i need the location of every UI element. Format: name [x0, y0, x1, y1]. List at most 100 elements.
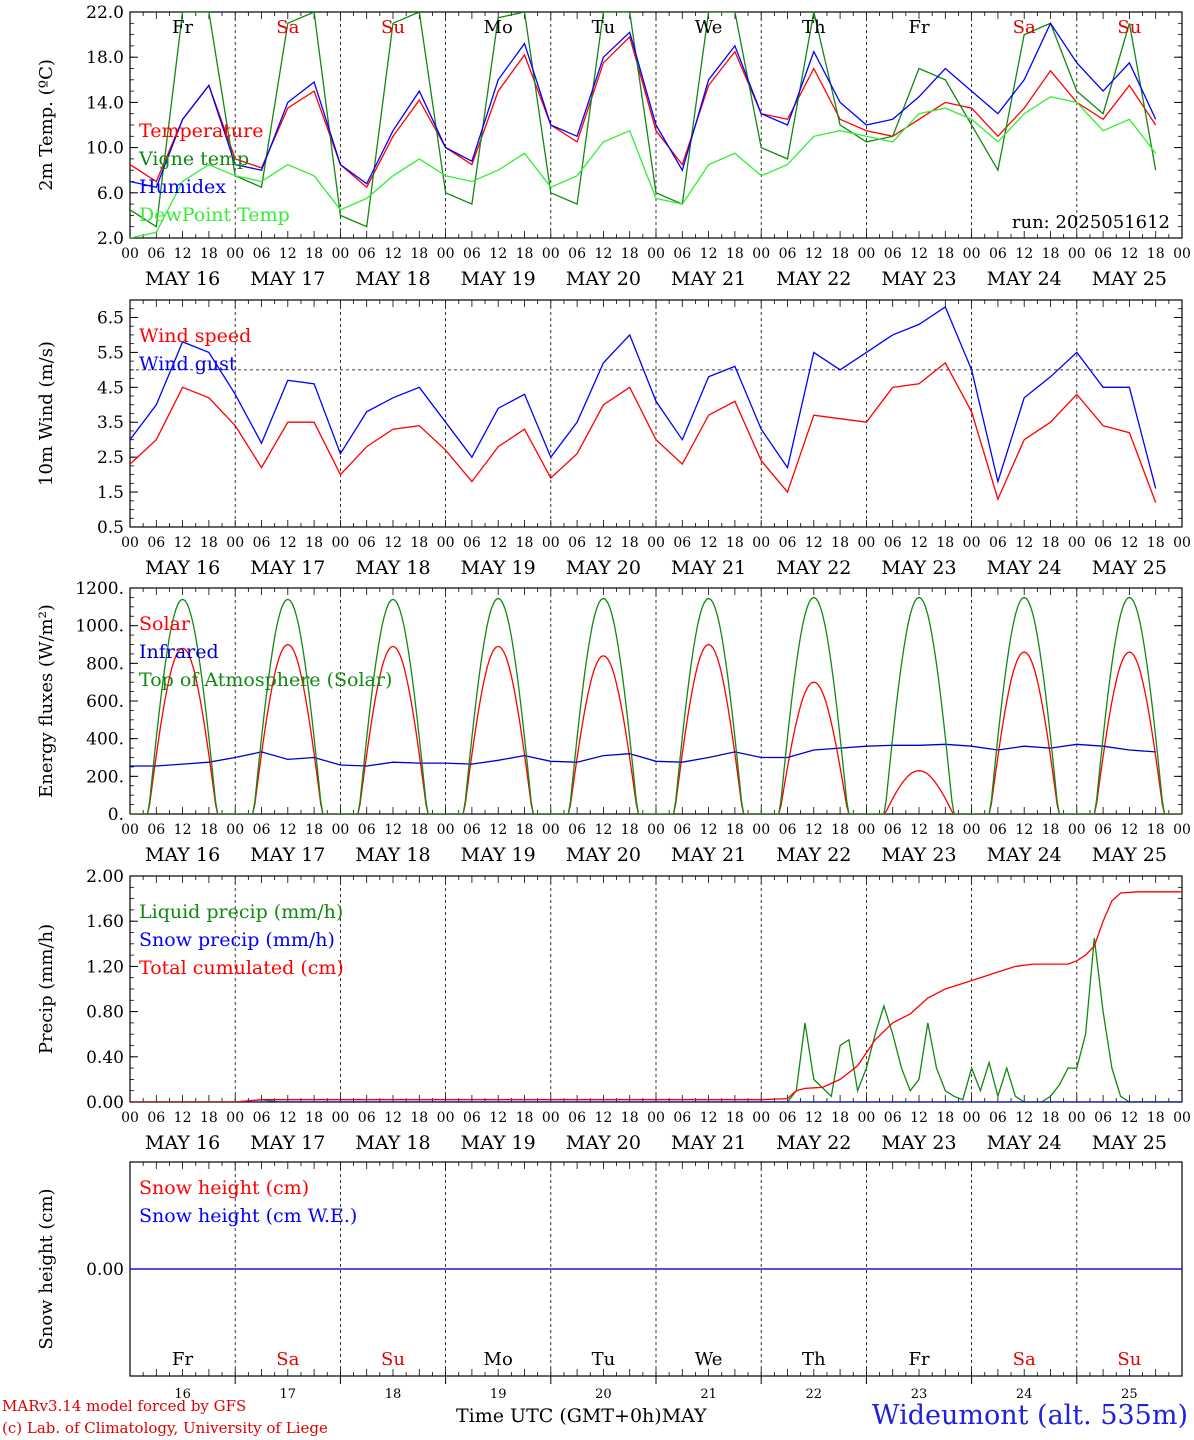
model-credit: MARv3.14 model forced by GFS — [2, 1397, 247, 1415]
day-label-bottom: Fr — [172, 1349, 193, 1370]
hour-label: 12 — [1120, 1110, 1138, 1126]
y-axis-label: Precip (mm/h) — [36, 924, 57, 1054]
hour-label: 18 — [410, 246, 428, 262]
legend-entry: Snow height (cm) — [139, 1177, 309, 1199]
hour-label: 00 — [121, 246, 139, 262]
hour-label: 12 — [174, 535, 192, 551]
hour-label: 18 — [1147, 535, 1165, 551]
day-label-bottom: Su — [381, 1349, 405, 1370]
y-tick-label: 1.60 — [86, 912, 124, 932]
legend-entry: Top of Atmosphere (Solar) — [139, 669, 392, 691]
date-label: MAY 19 — [461, 268, 536, 290]
hour-label: 12 — [700, 535, 718, 551]
hour-label: 18 — [831, 535, 849, 551]
hour-label: 00 — [963, 822, 981, 838]
y-tick-label: 6.0 — [97, 184, 124, 204]
hour-label: 12 — [594, 1110, 612, 1126]
hour-label: 12 — [805, 246, 823, 262]
date-label: MAY 20 — [566, 844, 641, 866]
hour-label: 18 — [305, 535, 323, 551]
hour-label: 18 — [516, 535, 534, 551]
hour-label: 12 — [1015, 1110, 1033, 1126]
series-line-vigne-temp — [130, 12, 1157, 228]
date-label: MAY 23 — [881, 268, 956, 290]
hour-label: 00 — [857, 535, 875, 551]
station-name: Wideumont (alt. 535m) — [871, 1400, 1188, 1431]
hour-label: 12 — [384, 535, 402, 551]
hour-label: 06 — [1094, 1110, 1112, 1126]
hour-label: 12 — [279, 822, 297, 838]
date-label: MAY 24 — [987, 1132, 1062, 1154]
hour-label: 00 — [331, 535, 349, 551]
y-tick-label: 4.5 — [97, 378, 124, 398]
hour-label: 06 — [779, 822, 797, 838]
hour-label: 12 — [279, 1110, 297, 1126]
day-number: 17 — [280, 1387, 297, 1402]
hour-label: 18 — [726, 246, 744, 262]
y-tick-label: 600. — [86, 692, 124, 712]
hour-label: 18 — [305, 822, 323, 838]
y-tick-label: 0.00 — [86, 1093, 124, 1113]
hour-label: 12 — [594, 822, 612, 838]
day-label-top: Su — [381, 17, 405, 38]
hour-label: 12 — [700, 246, 718, 262]
date-label: MAY 16 — [145, 557, 220, 579]
hour-label: 18 — [726, 822, 744, 838]
hour-label: 00 — [647, 1110, 665, 1126]
hour-label: 06 — [673, 535, 691, 551]
date-label: MAY 20 — [566, 1132, 641, 1154]
hour-label: 06 — [147, 535, 165, 551]
hour-label: 12 — [279, 246, 297, 262]
date-label: MAY 16 — [145, 844, 220, 866]
hour-label: 00 — [437, 535, 455, 551]
day-label-top: We — [695, 17, 723, 38]
panel-energy — [129, 587, 1183, 815]
hour-label: 18 — [1042, 246, 1060, 262]
hour-label: 00 — [647, 822, 665, 838]
y-tick-label: 2.00 — [86, 867, 124, 887]
hour-label: 12 — [174, 822, 192, 838]
y-tick-label: 0. — [108, 805, 124, 825]
hour-label: 00 — [437, 1110, 455, 1126]
hour-label: 18 — [1042, 535, 1060, 551]
hour-label: 00 — [437, 246, 455, 262]
hour-label: 06 — [884, 535, 902, 551]
hour-label: 00 — [226, 535, 244, 551]
hour-label: 18 — [621, 822, 639, 838]
hour-label: 06 — [779, 535, 797, 551]
hour-label: 06 — [568, 822, 586, 838]
y-axis-label: 2m Temp. (ºC) — [36, 59, 57, 191]
hour-label: 00 — [226, 246, 244, 262]
hour-label: 12 — [279, 535, 297, 551]
date-label: MAY 22 — [776, 268, 851, 290]
hour-label: 06 — [673, 822, 691, 838]
day-label-top: Th — [802, 17, 826, 38]
date-label: MAY 24 — [987, 844, 1062, 866]
date-label: MAY 24 — [987, 557, 1062, 579]
hour-label: 00 — [1173, 822, 1191, 838]
date-label: MAY 17 — [250, 1132, 325, 1154]
hour-label: 18 — [200, 535, 218, 551]
legend-entry: Vigne temp — [138, 148, 249, 170]
legend-entry: Infrared — [139, 641, 219, 663]
date-label: MAY 22 — [776, 557, 851, 579]
date-label: MAY 19 — [461, 1132, 536, 1154]
hour-label: 06 — [884, 1110, 902, 1126]
hour-label: 06 — [1094, 822, 1112, 838]
day-number: 23 — [911, 1387, 928, 1402]
hour-label: 12 — [174, 246, 192, 262]
day-number: 16 — [174, 1387, 191, 1402]
y-tick-label: 10.0 — [86, 139, 124, 159]
hour-label: 00 — [226, 822, 244, 838]
hour-label: 12 — [910, 822, 928, 838]
legend-entry: Snow height (cm W.E.) — [139, 1205, 357, 1227]
hour-label: 12 — [700, 822, 718, 838]
date-label: MAY 18 — [355, 1132, 430, 1154]
hour-label: 06 — [884, 246, 902, 262]
day-label-top: Fr — [908, 17, 929, 38]
hour-label: 12 — [805, 1110, 823, 1126]
hour-label: 18 — [410, 535, 428, 551]
day-label-top: Mo — [484, 17, 513, 38]
hour-label: 12 — [1015, 535, 1033, 551]
day-label-bottom: Mo — [484, 1349, 513, 1370]
